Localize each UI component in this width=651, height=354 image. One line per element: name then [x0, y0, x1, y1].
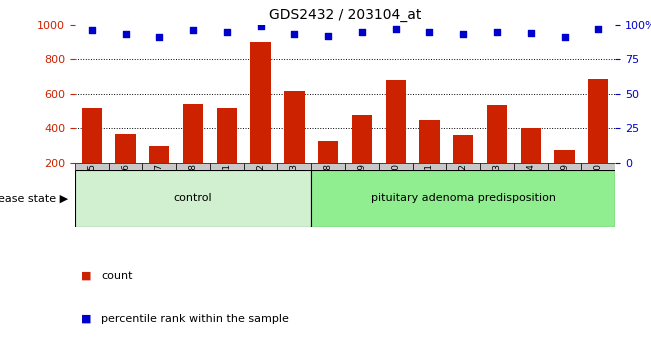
Bar — [480, 163, 514, 170]
Text: GSM100894: GSM100894 — [526, 163, 535, 218]
Text: GSM100902: GSM100902 — [256, 163, 265, 218]
Text: GSM100890: GSM100890 — [391, 163, 400, 218]
Text: pituitary adenoma predisposition: pituitary adenoma predisposition — [370, 193, 556, 203]
Point — [87, 28, 97, 33]
Text: disease state ▶: disease state ▶ — [0, 193, 68, 203]
Bar — [352, 115, 372, 163]
Bar — [385, 80, 406, 163]
Text: GSM100899: GSM100899 — [560, 163, 569, 218]
Point — [323, 33, 333, 39]
Text: count: count — [101, 271, 132, 281]
Bar — [109, 163, 143, 170]
Bar — [413, 163, 447, 170]
Point — [391, 26, 401, 32]
Bar — [453, 135, 473, 163]
Text: GSM100889: GSM100889 — [357, 163, 367, 218]
Bar — [75, 163, 109, 170]
Bar — [81, 108, 102, 163]
Bar — [115, 133, 135, 163]
Point — [154, 34, 165, 40]
Text: GSM100892: GSM100892 — [459, 163, 467, 218]
Bar — [284, 91, 305, 163]
Bar — [243, 163, 277, 170]
Point — [458, 32, 469, 37]
Bar — [547, 163, 581, 170]
Text: GSM100891: GSM100891 — [425, 163, 434, 218]
Bar — [176, 163, 210, 170]
Point — [255, 23, 266, 29]
Point — [525, 30, 536, 36]
Bar — [589, 79, 609, 163]
Text: percentile rank within the sample: percentile rank within the sample — [101, 314, 289, 324]
Point — [120, 32, 131, 37]
Text: ■: ■ — [81, 314, 92, 324]
Point — [357, 29, 367, 35]
Bar — [555, 150, 575, 163]
Bar — [75, 170, 311, 227]
Bar — [521, 128, 541, 163]
Text: GSM100901: GSM100901 — [223, 163, 231, 218]
Text: GSM100898: GSM100898 — [189, 163, 197, 218]
Point — [221, 29, 232, 35]
Point — [559, 34, 570, 40]
Text: GSM100893: GSM100893 — [493, 163, 501, 218]
Text: ■: ■ — [81, 271, 92, 281]
Bar — [311, 170, 615, 227]
Title: GDS2432 / 203104_at: GDS2432 / 203104_at — [269, 8, 421, 22]
Bar — [379, 163, 413, 170]
Point — [424, 29, 435, 35]
Point — [289, 32, 299, 37]
Bar — [345, 163, 379, 170]
Bar — [311, 163, 345, 170]
Text: GSM100903: GSM100903 — [290, 163, 299, 218]
Bar — [419, 120, 439, 163]
Bar — [143, 163, 176, 170]
Bar — [210, 163, 243, 170]
Bar — [217, 108, 237, 163]
Text: GSM100895: GSM100895 — [87, 163, 96, 218]
Bar — [149, 147, 169, 163]
Text: GSM100900: GSM100900 — [594, 163, 603, 218]
Bar — [514, 163, 547, 170]
Bar — [318, 141, 339, 163]
Text: GSM100888: GSM100888 — [324, 163, 333, 218]
Bar — [447, 163, 480, 170]
Text: GSM100897: GSM100897 — [155, 163, 164, 218]
Point — [492, 29, 502, 35]
Point — [188, 28, 199, 33]
Bar — [183, 104, 203, 163]
Bar — [277, 163, 311, 170]
Bar — [581, 163, 615, 170]
Point — [593, 26, 603, 32]
Bar — [251, 42, 271, 163]
Text: control: control — [174, 193, 212, 203]
Bar — [487, 105, 507, 163]
Text: GSM100896: GSM100896 — [121, 163, 130, 218]
